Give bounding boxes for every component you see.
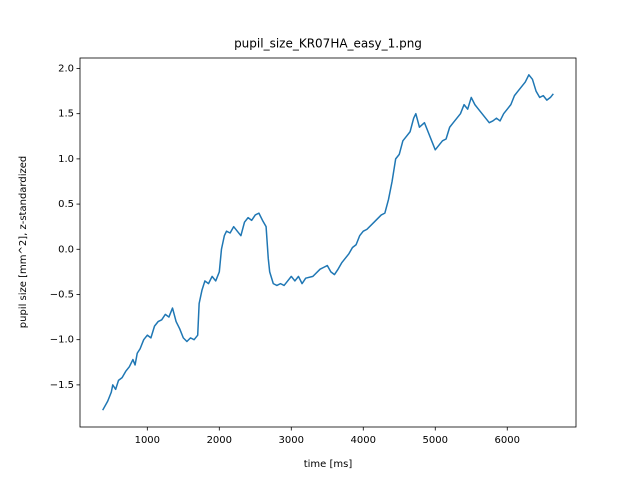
y-tick-label: 0.0 (58, 244, 74, 255)
x-tick-label: 2000 (207, 435, 232, 446)
x-axis-label: time [ms] (304, 459, 353, 470)
y-tick-label: −0.5 (50, 289, 74, 300)
y-tick-label: −1.0 (50, 335, 74, 346)
y-tick-label: 1.5 (58, 109, 74, 120)
data-line (102, 74, 554, 411)
x-tick-label: 5000 (423, 435, 448, 446)
x-tick-label: 3000 (279, 435, 304, 446)
y-axis-label: pupil size [mm^2], z-standardized (18, 156, 29, 328)
plot-frame (79, 57, 577, 428)
x-tick-label: 4000 (351, 435, 376, 446)
y-tick-label: 1.0 (58, 154, 74, 165)
y-tick-label: 0.5 (58, 199, 74, 210)
x-tick-label: 1000 (135, 435, 160, 446)
y-tick-label: −1.5 (50, 380, 74, 391)
y-tick-label: 2.0 (58, 63, 74, 74)
chart-title: pupil_size_KR07HA_easy_1.png (234, 37, 422, 51)
x-tick-label: 6000 (495, 435, 520, 446)
